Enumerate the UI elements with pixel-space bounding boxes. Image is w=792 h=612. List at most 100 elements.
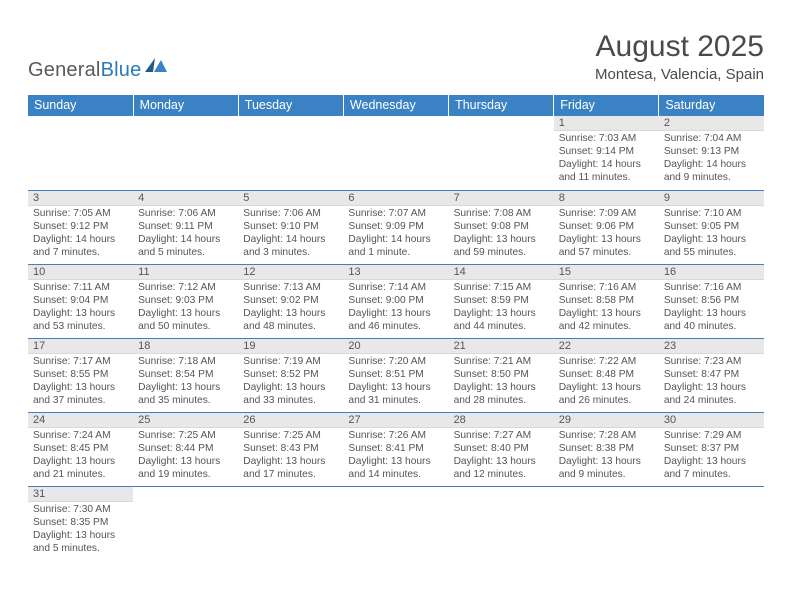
daylight-text: Daylight: 13 hours and 14 minutes. — [348, 455, 443, 481]
logo-text-a: General — [28, 59, 101, 81]
daylight-text: Daylight: 13 hours and 33 minutes. — [243, 381, 338, 407]
day-info: Sunrise: 7:11 AMSunset: 9:04 PMDaylight:… — [28, 280, 133, 335]
sunrise-text: Sunrise: 7:04 AM — [664, 132, 759, 145]
sunset-text: Sunset: 9:06 PM — [559, 220, 654, 233]
calendar-day-cell: 8Sunrise: 7:09 AMSunset: 9:06 PMDaylight… — [554, 190, 659, 264]
weekday-header: Friday — [554, 95, 659, 116]
sunset-text: Sunset: 9:05 PM — [664, 220, 759, 233]
day-number: 16 — [659, 265, 764, 280]
day-number: 28 — [449, 413, 554, 428]
calendar-empty-cell — [554, 486, 659, 560]
daylight-text: Daylight: 14 hours and 5 minutes. — [138, 233, 233, 259]
calendar-empty-cell — [238, 116, 343, 190]
sunrise-text: Sunrise: 7:13 AM — [243, 281, 338, 294]
day-number: 27 — [343, 413, 448, 428]
calendar-day-cell: 19Sunrise: 7:19 AMSunset: 8:52 PMDayligh… — [238, 338, 343, 412]
sunset-text: Sunset: 8:55 PM — [33, 368, 128, 381]
daylight-text: Daylight: 13 hours and 46 minutes. — [348, 307, 443, 333]
day-info: Sunrise: 7:28 AMSunset: 8:38 PMDaylight:… — [554, 428, 659, 483]
day-info: Sunrise: 7:27 AMSunset: 8:40 PMDaylight:… — [449, 428, 554, 483]
daylight-text: Daylight: 13 hours and 59 minutes. — [454, 233, 549, 259]
calendar-empty-cell — [238, 486, 343, 560]
sunset-text: Sunset: 9:03 PM — [138, 294, 233, 307]
sunset-text: Sunset: 9:13 PM — [664, 145, 759, 158]
sunrise-text: Sunrise: 7:15 AM — [454, 281, 549, 294]
day-number: 17 — [28, 339, 133, 354]
daylight-text: Daylight: 13 hours and 57 minutes. — [559, 233, 654, 259]
sunrise-text: Sunrise: 7:26 AM — [348, 429, 443, 442]
sunset-text: Sunset: 8:47 PM — [664, 368, 759, 381]
calendar-day-cell: 9Sunrise: 7:10 AMSunset: 9:05 PMDaylight… — [659, 190, 764, 264]
daylight-text: Daylight: 13 hours and 31 minutes. — [348, 381, 443, 407]
weekday-header: Wednesday — [343, 95, 448, 116]
day-info: Sunrise: 7:25 AMSunset: 8:44 PMDaylight:… — [133, 428, 238, 483]
sunrise-text: Sunrise: 7:06 AM — [138, 207, 233, 220]
day-number: 19 — [238, 339, 343, 354]
daylight-text: Daylight: 13 hours and 5 minutes. — [33, 529, 128, 555]
page-title: August 2025 — [595, 30, 764, 64]
day-number: 22 — [554, 339, 659, 354]
calendar-empty-cell — [659, 486, 764, 560]
day-number: 23 — [659, 339, 764, 354]
weekday-header-row: SundayMondayTuesdayWednesdayThursdayFrid… — [28, 95, 764, 116]
sunrise-text: Sunrise: 7:17 AM — [33, 355, 128, 368]
daylight-text: Daylight: 13 hours and 40 minutes. — [664, 307, 759, 333]
calendar-day-cell: 11Sunrise: 7:12 AMSunset: 9:03 PMDayligh… — [133, 264, 238, 338]
calendar-empty-cell — [343, 116, 448, 190]
day-info: Sunrise: 7:12 AMSunset: 9:03 PMDaylight:… — [133, 280, 238, 335]
sunrise-text: Sunrise: 7:16 AM — [559, 281, 654, 294]
day-number: 26 — [238, 413, 343, 428]
calendar-day-cell: 21Sunrise: 7:21 AMSunset: 8:50 PMDayligh… — [449, 338, 554, 412]
weekday-header: Thursday — [449, 95, 554, 116]
sunset-text: Sunset: 8:54 PM — [138, 368, 233, 381]
sunrise-text: Sunrise: 7:18 AM — [138, 355, 233, 368]
sunset-text: Sunset: 9:00 PM — [348, 294, 443, 307]
sunset-text: Sunset: 9:02 PM — [243, 294, 338, 307]
daylight-text: Daylight: 13 hours and 55 minutes. — [664, 233, 759, 259]
day-number: 29 — [554, 413, 659, 428]
calendar-empty-cell — [449, 486, 554, 560]
day-number: 7 — [449, 191, 554, 206]
sunrise-text: Sunrise: 7:24 AM — [33, 429, 128, 442]
daylight-text: Daylight: 13 hours and 42 minutes. — [559, 307, 654, 333]
sunset-text: Sunset: 8:52 PM — [243, 368, 338, 381]
calendar-empty-cell — [133, 486, 238, 560]
day-info: Sunrise: 7:16 AMSunset: 8:56 PMDaylight:… — [659, 280, 764, 335]
calendar-body: 1Sunrise: 7:03 AMSunset: 9:14 PMDaylight… — [28, 116, 764, 560]
sunrise-text: Sunrise: 7:23 AM — [664, 355, 759, 368]
calendar-day-cell: 10Sunrise: 7:11 AMSunset: 9:04 PMDayligh… — [28, 264, 133, 338]
sunrise-text: Sunrise: 7:30 AM — [33, 503, 128, 516]
calendar-week-row: 1Sunrise: 7:03 AMSunset: 9:14 PMDaylight… — [28, 116, 764, 190]
daylight-text: Daylight: 13 hours and 19 minutes. — [138, 455, 233, 481]
weekday-header: Saturday — [659, 95, 764, 116]
day-info: Sunrise: 7:06 AMSunset: 9:10 PMDaylight:… — [238, 206, 343, 261]
calendar-day-cell: 5Sunrise: 7:06 AMSunset: 9:10 PMDaylight… — [238, 190, 343, 264]
sunset-text: Sunset: 9:04 PM — [33, 294, 128, 307]
day-info: Sunrise: 7:25 AMSunset: 8:43 PMDaylight:… — [238, 428, 343, 483]
calendar-day-cell: 16Sunrise: 7:16 AMSunset: 8:56 PMDayligh… — [659, 264, 764, 338]
daylight-text: Daylight: 13 hours and 44 minutes. — [454, 307, 549, 333]
sunrise-text: Sunrise: 7:08 AM — [454, 207, 549, 220]
daylight-text: Daylight: 13 hours and 24 minutes. — [664, 381, 759, 407]
sunrise-text: Sunrise: 7:28 AM — [559, 429, 654, 442]
sunrise-text: Sunrise: 7:21 AM — [454, 355, 549, 368]
sunrise-text: Sunrise: 7:05 AM — [33, 207, 128, 220]
day-info: Sunrise: 7:21 AMSunset: 8:50 PMDaylight:… — [449, 354, 554, 409]
day-info: Sunrise: 7:04 AMSunset: 9:13 PMDaylight:… — [659, 131, 764, 186]
location-text: Montesa, Valencia, Spain — [595, 66, 764, 83]
sunset-text: Sunset: 9:12 PM — [33, 220, 128, 233]
sunset-text: Sunset: 9:08 PM — [454, 220, 549, 233]
day-number: 5 — [238, 191, 343, 206]
daylight-text: Daylight: 13 hours and 53 minutes. — [33, 307, 128, 333]
calendar-day-cell: 23Sunrise: 7:23 AMSunset: 8:47 PMDayligh… — [659, 338, 764, 412]
day-info: Sunrise: 7:14 AMSunset: 9:00 PMDaylight:… — [343, 280, 448, 335]
sunrise-text: Sunrise: 7:29 AM — [664, 429, 759, 442]
day-info: Sunrise: 7:19 AMSunset: 8:52 PMDaylight:… — [238, 354, 343, 409]
day-number: 11 — [133, 265, 238, 280]
daylight-text: Daylight: 13 hours and 50 minutes. — [138, 307, 233, 333]
calendar-week-row: 31Sunrise: 7:30 AMSunset: 8:35 PMDayligh… — [28, 486, 764, 560]
calendar-day-cell: 3Sunrise: 7:05 AMSunset: 9:12 PMDaylight… — [28, 190, 133, 264]
sunset-text: Sunset: 8:48 PM — [559, 368, 654, 381]
calendar-day-cell: 27Sunrise: 7:26 AMSunset: 8:41 PMDayligh… — [343, 412, 448, 486]
sunset-text: Sunset: 9:10 PM — [243, 220, 338, 233]
